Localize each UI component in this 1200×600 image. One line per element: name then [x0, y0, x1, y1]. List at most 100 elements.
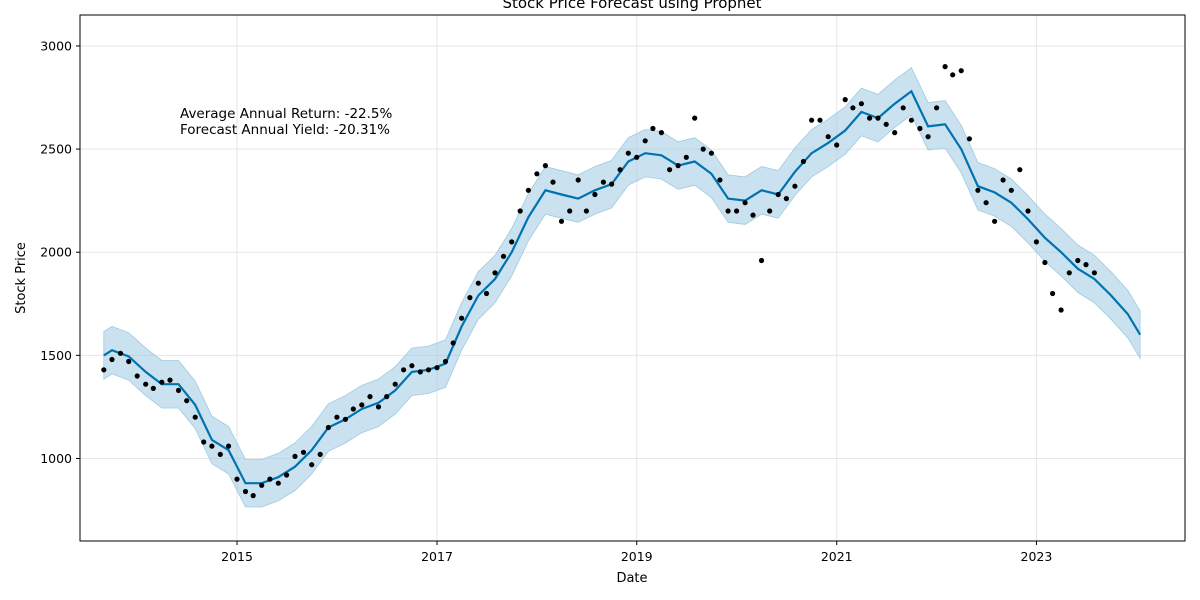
observed-point [417, 369, 423, 375]
observed-point [692, 115, 698, 121]
observed-point [1066, 270, 1072, 276]
observed-point [875, 115, 881, 121]
y-tick-label: 1500 [40, 348, 72, 363]
observed-point [883, 121, 889, 127]
observed-point [625, 150, 631, 156]
observed-point [775, 191, 781, 198]
observed-point [966, 136, 973, 142]
annotation-forecast-yield: Forecast Annual Yield: -20.31% [180, 122, 390, 138]
observed-point [767, 208, 773, 214]
observed-point [392, 381, 398, 387]
observed-point [725, 208, 731, 214]
observed-point [350, 406, 356, 412]
observed-point [109, 356, 115, 363]
observed-point [817, 117, 823, 123]
observed-point [525, 187, 532, 193]
observed-point [842, 97, 848, 103]
observed-point [783, 196, 790, 202]
observed-point [300, 449, 307, 455]
observed-point [542, 163, 549, 169]
uncertainty-band-layer [103, 66, 1141, 508]
observed-point [167, 377, 173, 383]
y-tick-label: 2500 [40, 142, 72, 157]
observed-point [425, 367, 432, 373]
y-tick-label: 1000 [40, 451, 72, 466]
observed-point [642, 138, 648, 144]
observed-point [825, 134, 831, 140]
observed-point [1083, 262, 1089, 268]
observed-point [175, 387, 182, 393]
observed-point [267, 476, 273, 482]
x-ticks: 2015 2017 2019 2021 2023 [221, 541, 1052, 564]
observed-point [558, 218, 565, 224]
observed-point [359, 402, 365, 408]
observed-point [934, 105, 940, 111]
observed-point [250, 493, 256, 499]
plot-frame [79, 14, 1186, 542]
observed-point [1075, 257, 1081, 264]
observed-point [900, 105, 906, 111]
uncertainty-band [103, 66, 1141, 508]
observed-point [592, 191, 598, 198]
x-axis-label: Date [616, 571, 647, 586]
observed-point [850, 105, 856, 111]
observed-point [708, 150, 715, 156]
observed-point [634, 154, 640, 160]
y-tick-label: 3000 [40, 38, 72, 53]
observed-point [367, 394, 373, 400]
observed-point [942, 64, 948, 70]
observed-point [1042, 259, 1048, 266]
observed-point [742, 200, 748, 206]
observed-point [184, 398, 190, 404]
observed-point [1050, 290, 1056, 297]
observed-point [492, 270, 498, 276]
x-tick-label: 2015 [221, 549, 253, 564]
observed-point [101, 367, 107, 373]
y-ticks: 1000 1500 2000 2500 3000 [40, 38, 80, 466]
observed-point [509, 239, 515, 245]
observed-point [475, 280, 481, 286]
x-tick-label: 2019 [621, 549, 653, 564]
y-axis-label: Stock Price [14, 242, 29, 314]
x-tick-label: 2021 [821, 549, 853, 564]
observed-point [143, 381, 149, 387]
observed-point [409, 363, 415, 369]
observed-point [650, 125, 656, 132]
observed-point [600, 179, 607, 185]
observed-point [375, 404, 382, 410]
observed-point [309, 462, 315, 468]
observed-point [192, 414, 198, 420]
observed-point [609, 181, 615, 187]
observed-point [675, 163, 681, 169]
observed-point [401, 367, 407, 373]
observed-point [667, 167, 673, 173]
observed-point [1008, 187, 1014, 193]
observed-point [275, 480, 281, 486]
observed-point [550, 179, 556, 185]
observed-point [1025, 208, 1031, 214]
observed-point [658, 130, 665, 136]
observed-point [1091, 270, 1097, 276]
observed-point [217, 451, 223, 457]
observed-point [209, 443, 215, 449]
observed-point [583, 208, 590, 214]
observed-point [867, 115, 873, 121]
observed-point [483, 290, 490, 297]
observed-point [159, 379, 165, 385]
observed-point [292, 453, 298, 459]
observed-point [500, 253, 507, 259]
observed-point [908, 117, 915, 123]
observed-points-layer [101, 64, 1097, 499]
observed-point [259, 482, 265, 488]
observed-point [234, 476, 240, 482]
observed-point [958, 68, 964, 74]
observed-point [134, 373, 140, 379]
y-tick-label: 2000 [40, 245, 72, 260]
observed-point [334, 414, 340, 420]
observed-point [1033, 239, 1039, 245]
x-tick-label: 2017 [421, 549, 453, 564]
observed-point [459, 315, 465, 321]
observed-point [434, 365, 440, 371]
observed-point [683, 154, 689, 160]
